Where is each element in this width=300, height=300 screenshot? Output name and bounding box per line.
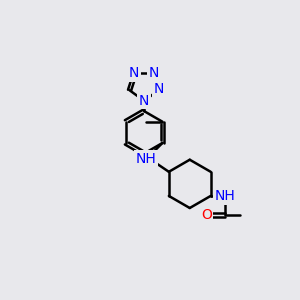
Text: N: N bbox=[154, 82, 164, 96]
Text: NH: NH bbox=[215, 189, 236, 203]
Text: N: N bbox=[139, 94, 149, 108]
Text: NH: NH bbox=[136, 152, 157, 166]
Text: O: O bbox=[201, 208, 212, 222]
Text: N: N bbox=[149, 66, 160, 80]
Text: N: N bbox=[129, 66, 139, 80]
